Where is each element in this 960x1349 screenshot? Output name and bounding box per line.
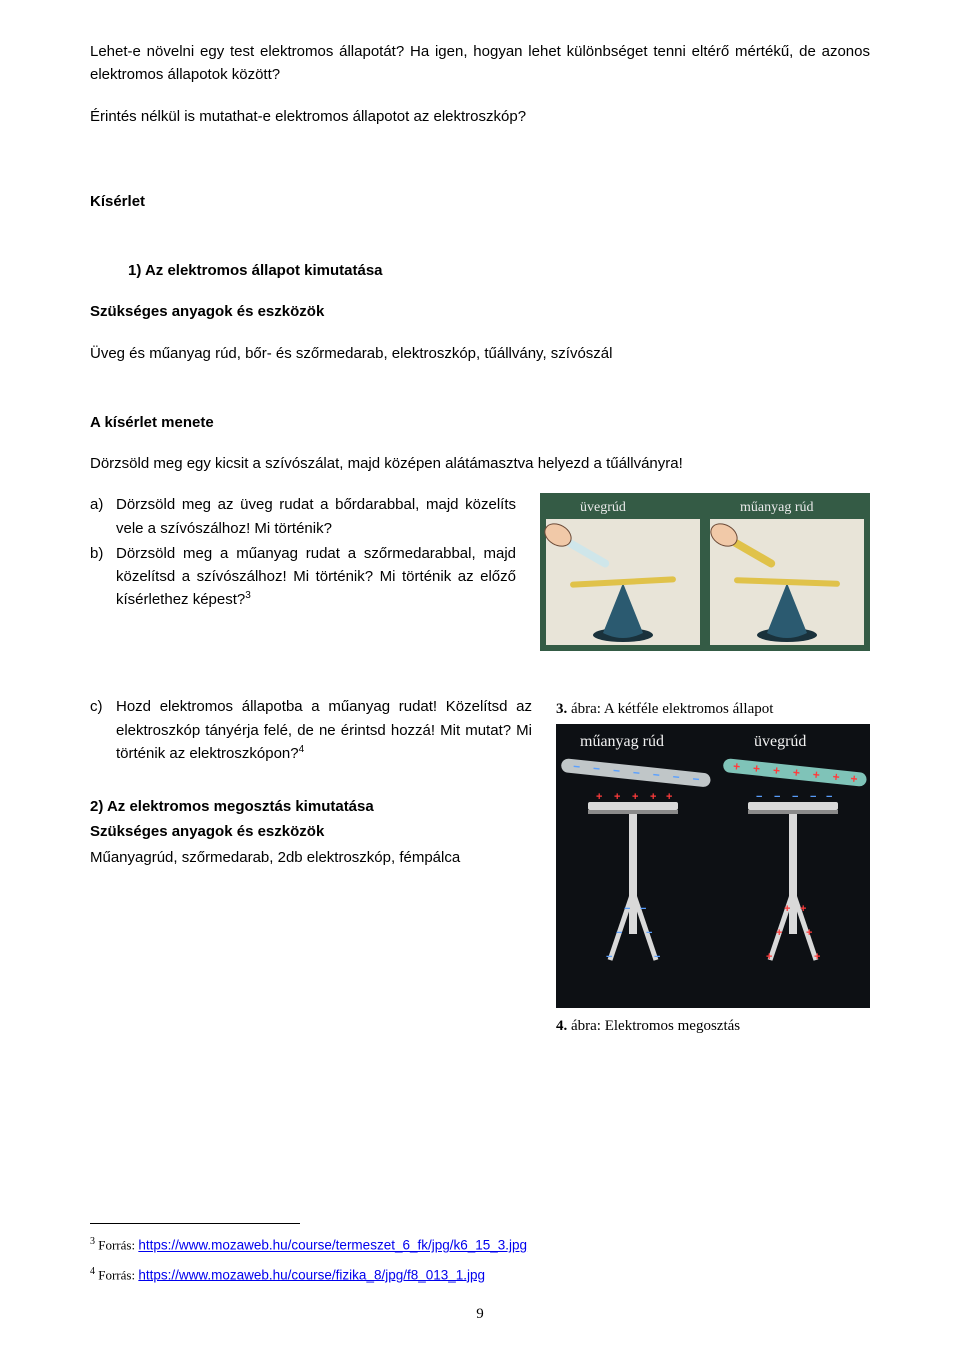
step-b-text: Dörzsöld meg a műanyag rudat a szőrmedar…: [116, 545, 516, 609]
svg-text:+: +: [850, 772, 858, 787]
page-number: 9: [0, 1306, 960, 1323]
step-c-body: Hozd elektromos állapotba a műanyag ruda…: [116, 695, 532, 765]
footnote-3-link[interactable]: https://www.mozaweb.hu/course/termeszet_…: [138, 1238, 527, 1253]
svg-text:−: −: [756, 791, 762, 803]
step-b-marker: b): [90, 542, 116, 612]
svg-text:−: −: [592, 762, 600, 777]
svg-text:−: −: [810, 791, 816, 803]
svg-text:+: +: [784, 903, 790, 915]
svg-text:−: −: [672, 770, 680, 785]
figure-rods: üvegrúd műanyag rúd: [540, 493, 870, 651]
footnotes: 3 Forrás: https://www.mozaweb.hu/course/…: [90, 1223, 870, 1283]
svg-text:−: −: [652, 768, 660, 783]
step-c-marker: c): [90, 695, 116, 765]
step-c-footnote-ref: 4: [299, 744, 305, 755]
step-a-marker: a): [90, 493, 116, 540]
footnote-4: 4 Forrás: https://www.mozaweb.hu/course/…: [90, 1266, 870, 1283]
svg-text:+: +: [814, 951, 820, 963]
svg-text:−: −: [774, 791, 780, 803]
figure3-caption: 3. ábra: A kétféle elektromos állapot: [556, 701, 870, 718]
footnote-3-label: Forrás:: [98, 1238, 138, 1253]
svg-text:+: +: [812, 768, 820, 783]
rods-label-left: üvegrúd: [580, 500, 626, 515]
figure4-caption-text: ábra: Elektromos megosztás: [567, 1018, 740, 1034]
procedure-intro: Dörzsöld meg egy kicsit a szívószálat, m…: [90, 452, 870, 475]
experiment-item-2: 2) Az elektromos megosztás kimutatása: [90, 795, 532, 818]
svg-text:+: +: [632, 791, 638, 803]
intro-paragraph-2: Érintés nélkül is mutathat-e elektromos …: [90, 105, 870, 128]
svg-text:+: +: [614, 791, 620, 803]
electroscope-illustration: műanyag rúd üvegrúd −−− −−−− +++ ++++: [556, 724, 870, 1008]
svg-text:−: −: [646, 927, 652, 939]
materials2-text: Műanyagrúd, szőrmedarab, 2db elektroszkó…: [90, 846, 532, 869]
elec-label-right: üvegrúd: [754, 733, 806, 750]
svg-text:+: +: [832, 770, 840, 785]
rods-illustration: üvegrúd műanyag rúd: [540, 493, 870, 651]
footnote-3: 3 Forrás: https://www.mozaweb.hu/course/…: [90, 1236, 870, 1253]
procedure-heading: A kísérlet menete: [90, 411, 870, 434]
svg-text:−: −: [792, 791, 798, 803]
figure-electroscope-block: 3. ábra: A kétféle elektromos állapot mű…: [556, 695, 870, 1035]
svg-text:+: +: [772, 763, 780, 778]
materials-heading: Szükséges anyagok és eszközök: [90, 300, 870, 323]
step-b: b) Dörzsöld meg a műanyag rudat a szőrme…: [90, 542, 516, 612]
step-a: a) Dörzsöld meg az üveg rudat a bőrdarab…: [90, 493, 516, 540]
svg-text:−: −: [654, 951, 660, 963]
svg-text:−: −: [624, 903, 630, 915]
footnote-4-sup: 4: [90, 1266, 95, 1277]
elec-label-left: műanyag rúd: [580, 733, 664, 750]
svg-text:+: +: [666, 791, 672, 803]
materials2-heading: Szükséges anyagok és eszközök: [90, 820, 532, 843]
step-b-footnote-ref: 3: [245, 590, 251, 601]
svg-text:+: +: [732, 759, 740, 774]
experiment-heading: Kísérlet: [90, 190, 870, 213]
svg-text:−: −: [632, 766, 640, 781]
experiment-item-1: 1) Az elektromos állapot kimutatása: [90, 259, 870, 282]
figure3-caption-text: ábra: A kétféle elektromos állapot: [567, 701, 773, 717]
step-c: c) Hozd elektromos állapotba a műanyag r…: [90, 695, 532, 765]
svg-text:+: +: [596, 791, 602, 803]
svg-text:+: +: [766, 951, 772, 963]
svg-text:+: +: [650, 791, 656, 803]
materials-text: Üveg és műanyag rúd, bőr- és szőrmedarab…: [90, 342, 870, 365]
step-b-body: Dörzsöld meg a műanyag rudat a szőrmedar…: [116, 542, 516, 612]
svg-text:+: +: [752, 761, 760, 776]
rods-label-right: műanyag rúd: [740, 500, 813, 515]
svg-text:−: −: [616, 927, 622, 939]
svg-text:+: +: [776, 927, 782, 939]
footnote-3-sup: 3: [90, 1236, 95, 1247]
svg-text:−: −: [692, 772, 700, 787]
svg-text:−: −: [612, 764, 620, 779]
svg-text:−: −: [572, 760, 580, 775]
svg-text:+: +: [806, 927, 812, 939]
footnote-4-link[interactable]: https://www.mozaweb.hu/course/fizika_8/j…: [138, 1267, 485, 1282]
figure4-caption: 4. ábra: Elektromos megosztás: [556, 1018, 870, 1035]
svg-text:+: +: [792, 766, 800, 781]
step-c-text: Hozd elektromos állapotba a műanyag ruda…: [116, 698, 532, 762]
step-a-body: Dörzsöld meg az üveg rudat a bőrdarabbal…: [116, 493, 516, 540]
svg-text:−: −: [826, 791, 832, 803]
intro-paragraph-1: Lehet-e növelni egy test elektromos álla…: [90, 40, 870, 87]
figure3-caption-num: 3.: [556, 701, 567, 717]
figure4-caption-num: 4.: [556, 1018, 567, 1034]
svg-text:+: +: [800, 903, 806, 915]
svg-text:−: −: [606, 951, 612, 963]
svg-text:−: −: [640, 903, 646, 915]
footnote-4-label: Forrás:: [98, 1267, 138, 1282]
footnote-rule: [90, 1223, 300, 1224]
